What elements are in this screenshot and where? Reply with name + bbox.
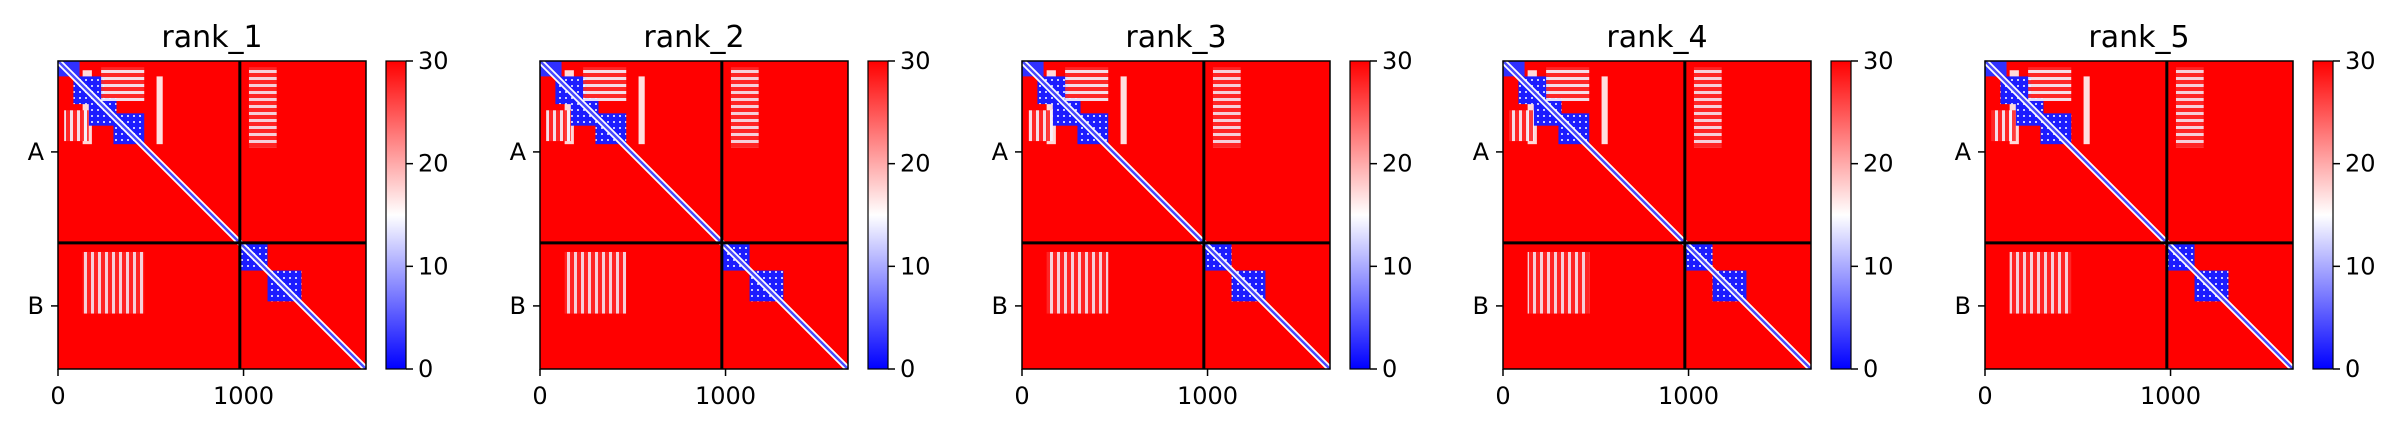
x-tick-label: 1000	[695, 382, 756, 410]
plot-frame	[1502, 60, 1812, 370]
stripe	[1527, 70, 1537, 145]
x-tick-label: 1000	[1177, 382, 1238, 410]
diagonal-line	[1021, 60, 1331, 370]
panel-rank_5: rank_5 A B 0 1000 0 10 20 30	[1955, 20, 2376, 410]
colorbar-tick-label: 20	[2345, 150, 2376, 178]
domain-region	[2028, 67, 2072, 102]
stripe	[1601, 76, 1608, 145]
colorbar-tick-label: 30	[900, 47, 931, 75]
colorbar	[2312, 60, 2334, 370]
x-tick-label: 1000	[213, 382, 274, 410]
x-tick-label: 0	[532, 382, 547, 410]
diagonal-line	[1984, 60, 2294, 370]
y-tick-label: A	[510, 138, 527, 166]
domain-region	[1065, 67, 1109, 102]
stripe	[1046, 70, 1056, 145]
colorbar-tick-label: 20	[900, 150, 931, 178]
colorbar-tick-label: 0	[1382, 355, 1397, 383]
stripe	[82, 70, 92, 145]
y-tick-label: B	[1473, 292, 1489, 320]
colorbar-tick-label: 30	[2345, 47, 2376, 75]
diagonal-line	[1502, 60, 1812, 370]
colorbar-tick-label: 30	[1863, 47, 1894, 75]
colorbar-tick-label: 30	[1382, 47, 1413, 75]
colorbar	[867, 60, 889, 370]
interchain-region	[1046, 251, 1109, 314]
interchain-region	[82, 251, 145, 314]
panel-rank_2: rank_2 A B 0 1000 0 10 20 30	[510, 20, 931, 410]
colorbar	[1349, 60, 1371, 370]
stripe	[1120, 76, 1127, 145]
interchain-region	[564, 251, 627, 314]
plot-frame	[1984, 60, 2294, 370]
interchain-region	[248, 67, 277, 148]
panel-title: rank_5	[2088, 20, 2189, 55]
y-tick-label: B	[28, 292, 44, 320]
x-tick-label: 1000	[2140, 382, 2201, 410]
interchain-region	[1527, 251, 1590, 314]
colorbar-tick-label: 10	[1863, 252, 1894, 280]
panel-title: rank_4	[1606, 20, 1707, 55]
colorbar-tick-label: 10	[900, 252, 931, 280]
y-tick-label: B	[1955, 292, 1971, 320]
colorbar-tick-label: 0	[2345, 355, 2360, 383]
y-tick-label: A	[992, 138, 1009, 166]
y-tick-label: B	[510, 292, 526, 320]
x-tick-label: 0	[1495, 382, 1510, 410]
colorbar-tick-label: 10	[418, 252, 449, 280]
colorbar-tick-label: 0	[1863, 355, 1878, 383]
y-tick-label: B	[992, 292, 1008, 320]
stripe	[638, 76, 645, 145]
stripe	[156, 76, 163, 145]
colorbar-tick-label: 10	[1382, 252, 1413, 280]
diagonal-line	[57, 60, 367, 370]
domain-region	[1509, 110, 1534, 142]
domain-region	[1546, 67, 1590, 102]
colorbar-tick-label: 20	[1863, 150, 1894, 178]
colorbar-tick-label: 20	[418, 150, 449, 178]
interchain-region	[1693, 67, 1722, 148]
panel-title: rank_1	[161, 20, 262, 55]
domain-region	[1028, 110, 1053, 142]
interchain-region	[730, 67, 759, 148]
colorbar	[1830, 60, 1852, 370]
domain-region	[546, 110, 571, 142]
y-tick-label: A	[1473, 138, 1490, 166]
interchain-region	[1212, 67, 1241, 148]
colorbar-tick-label: 0	[900, 355, 915, 383]
x-tick-label: 0	[50, 382, 65, 410]
interchain-region	[2009, 251, 2072, 314]
colorbar-tick-label: 10	[2345, 252, 2376, 280]
x-tick-label: 0	[1977, 382, 1992, 410]
stripe	[564, 70, 574, 145]
stripe	[2009, 70, 2019, 145]
y-tick-label: A	[28, 138, 45, 166]
domain-region	[64, 110, 89, 142]
x-tick-label: 0	[1014, 382, 1029, 410]
domain-region	[583, 67, 627, 102]
interchain-region	[2175, 67, 2204, 148]
stripe	[2083, 76, 2090, 145]
panel-rank_1: rank_1 A B 0 1000 0 10 20 30	[28, 20, 449, 410]
colorbar-tick-label: 20	[1382, 150, 1413, 178]
colorbar-tick-label: 30	[418, 47, 449, 75]
panel-title: rank_3	[1125, 20, 1226, 55]
colorbar-tick-label: 0	[418, 355, 433, 383]
panel-rank_4: rank_4 A B 0 1000 0 10 20 30	[1473, 20, 1894, 410]
plot-frame	[1021, 60, 1331, 370]
colorbar	[385, 60, 407, 370]
y-tick-label: A	[1955, 138, 1972, 166]
domain-region	[1991, 110, 2016, 142]
diagonal-line	[539, 60, 849, 370]
domain-region	[101, 67, 145, 102]
panel-rank_3: rank_3 A B 0 1000 0 10 20 30	[992, 20, 1413, 410]
x-tick-label: 1000	[1658, 382, 1719, 410]
plot-frame	[57, 60, 367, 370]
plot-frame	[539, 60, 849, 370]
panel-title: rank_2	[643, 20, 744, 55]
